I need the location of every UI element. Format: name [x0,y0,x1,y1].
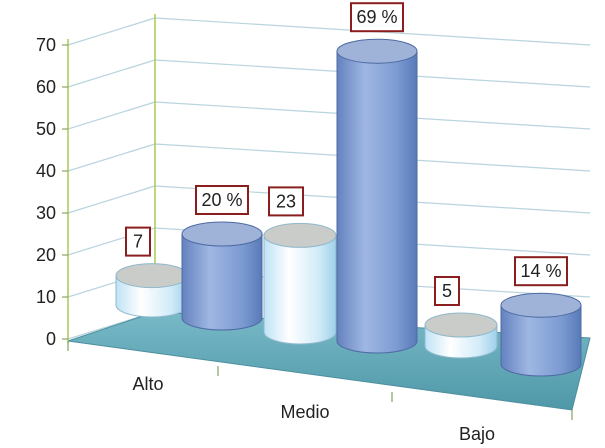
bar-top [263,222,337,248]
y-tick-label-1: 10 [36,287,56,307]
category-labels: Alto Medio Bajo [67,341,573,444]
data-label-text: 5 [442,281,452,301]
y-tick-label-0: 0 [46,329,56,349]
data-label-box [125,226,151,257]
gridline-left-4 [67,143,156,172]
bar-top [500,292,582,318]
bars [115,38,582,377]
y-tick-label-7: 70 [36,35,56,55]
category-label-alto: Alto [132,374,163,394]
bar-body [336,50,418,354]
category-label-bajo: Bajo [459,424,495,444]
data-label-text: 23 [276,191,296,211]
data-label-bajo-series2: 14 % [514,256,568,287]
y-tick-label-5: 50 [36,119,56,139]
data-label-text: 7 [133,232,143,252]
data-label-box [268,186,304,217]
data-label-medio-series1: 23 [268,186,304,217]
y-tick-label-6: 60 [36,77,56,97]
data-label-box [195,185,249,215]
data-label-bajo-series1: 5 [434,276,460,306]
bar-top [424,312,498,338]
data-labels: 7 20 % 23 69 % 5 14 % [125,2,568,306]
data-label-box [434,276,460,306]
gridline-left-6 [67,59,156,88]
bar-body [263,234,337,345]
bar-body [500,304,582,377]
bar-top [115,263,189,289]
bar-body [181,233,263,331]
data-label-alto-series1: 7 [125,226,151,257]
data-label-box [350,2,404,33]
y-tick-label-2: 20 [36,245,56,265]
data-label-text: 14 % [520,261,561,281]
data-label-text: 20 % [201,190,242,210]
data-label-box [514,256,568,287]
category-label-medio: Medio [280,402,329,422]
bar-medio-series2 [336,38,418,354]
bar-bajo-series2 [500,292,582,377]
bar-alto-series1 [115,263,189,318]
gridline-left-7 [67,17,156,46]
gridline-left-3 [67,185,156,214]
data-label-text: 69 % [356,7,397,27]
bar-bajo-series1 [424,312,498,359]
data-label-alto-series2: 20 % [195,185,249,215]
bar-top [336,38,418,64]
bar-medio-series1 [263,222,337,345]
gridline-left-5 [67,101,156,130]
data-label-medio-series2: 69 % [350,2,404,33]
y-axis: 0 10 20 30 40 50 60 70 [36,35,69,349]
y-tick-label-3: 30 [36,203,56,223]
bar-alto-series2 [181,221,263,331]
y-tick-label-4: 40 [36,161,56,181]
bar-top [181,221,263,247]
